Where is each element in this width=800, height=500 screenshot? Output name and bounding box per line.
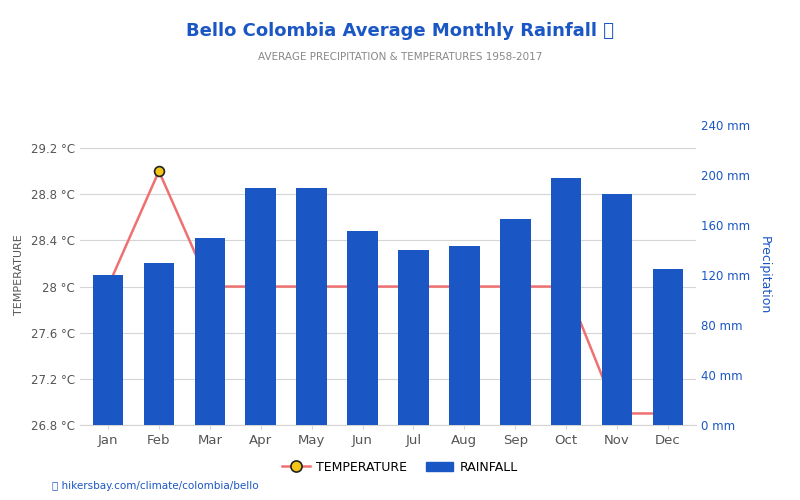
Point bbox=[610, 410, 623, 418]
Bar bbox=[551, 178, 582, 425]
Point bbox=[356, 282, 369, 290]
Y-axis label: TEMPERATURE: TEMPERATURE bbox=[14, 234, 24, 316]
Bar bbox=[144, 262, 174, 425]
Text: AVERAGE PRECIPITATION & TEMPERATURES 1958-2017: AVERAGE PRECIPITATION & TEMPERATURES 195… bbox=[258, 52, 542, 62]
Bar bbox=[398, 250, 429, 425]
Bar bbox=[500, 219, 530, 425]
Bar bbox=[246, 188, 276, 425]
Legend: TEMPERATURE, RAINFALL: TEMPERATURE, RAINFALL bbox=[282, 461, 518, 474]
Bar bbox=[347, 231, 378, 425]
Bar bbox=[296, 188, 327, 425]
Bar bbox=[449, 246, 480, 425]
Y-axis label: Precipitation: Precipitation bbox=[758, 236, 771, 314]
Point bbox=[560, 282, 573, 290]
Text: 📍 hikersbay.com/climate/colombia/bello: 📍 hikersbay.com/climate/colombia/bello bbox=[52, 481, 258, 491]
Bar bbox=[602, 194, 632, 425]
Point bbox=[254, 282, 267, 290]
Point bbox=[203, 282, 216, 290]
Point bbox=[306, 282, 318, 290]
Point bbox=[509, 282, 522, 290]
Point bbox=[662, 410, 674, 418]
Point bbox=[102, 282, 114, 290]
Text: Bello Colombia Average Monthly Rainfall ⛆: Bello Colombia Average Monthly Rainfall … bbox=[186, 22, 614, 40]
Point bbox=[153, 167, 166, 175]
Bar bbox=[194, 238, 225, 425]
Point bbox=[407, 282, 420, 290]
Bar bbox=[93, 275, 123, 425]
Bar bbox=[653, 269, 683, 425]
Point bbox=[458, 282, 470, 290]
